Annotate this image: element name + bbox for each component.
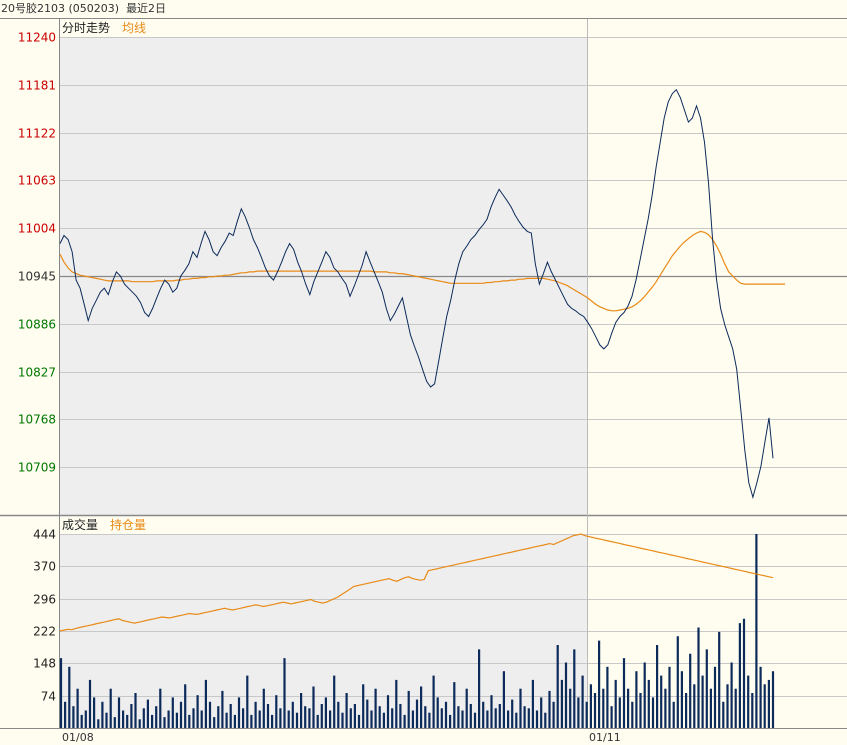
price-tick-label: 11004 — [18, 222, 56, 236]
avg-legend: 均线 — [122, 21, 146, 35]
volume-tick-label: 370 — [33, 560, 56, 574]
volume-ticks: 444 370 296 222 148 74 — [33, 528, 56, 704]
price-tick-label: 10768 — [18, 413, 56, 427]
price-tick-label: 11240 — [18, 31, 56, 45]
range-label: 最近2日 — [126, 2, 167, 15]
volume-tick-label: 148 — [33, 657, 56, 671]
price-tick-label: 11181 — [18, 79, 56, 93]
price-ticks: 11240 11181 11122 11063 11004 10945 10886 10827… — [18, 31, 56, 475]
instrument-label: 20号胶2103 (050203) — [1, 2, 120, 15]
volume-bars — [59, 534, 775, 728]
volume-tick-label: 444 — [33, 528, 56, 542]
price-panel-title: 分时走势 — [62, 21, 110, 35]
price-tick-label: 10945 — [18, 270, 56, 284]
price-tick-label: 10886 — [18, 318, 56, 332]
price-tick-label: 11063 — [18, 174, 56, 188]
day-label-0108: 01/08 — [62, 731, 94, 744]
day-label-0111: 01/11 — [589, 731, 621, 744]
oi-legend: 持仓量 — [110, 517, 146, 532]
price-grid — [60, 37, 847, 468]
volume-grid — [60, 534, 847, 697]
price-tick-label: 10827 — [18, 366, 56, 380]
title-bar: 20号胶2103 (050203) 最近2日 — [0, 0, 847, 18]
volume-panel-title: 成交量 — [62, 517, 98, 532]
open-interest-line — [59, 533, 774, 632]
average-price-line — [59, 230, 786, 312]
volume-tick-label: 222 — [33, 625, 56, 639]
price-tick-label: 10709 — [18, 461, 56, 475]
volume-tick-label: 296 — [33, 593, 56, 607]
price-tick-label: 11122 — [18, 127, 56, 141]
price-line — [59, 88, 774, 500]
volume-tick-label: 74 — [41, 690, 56, 704]
